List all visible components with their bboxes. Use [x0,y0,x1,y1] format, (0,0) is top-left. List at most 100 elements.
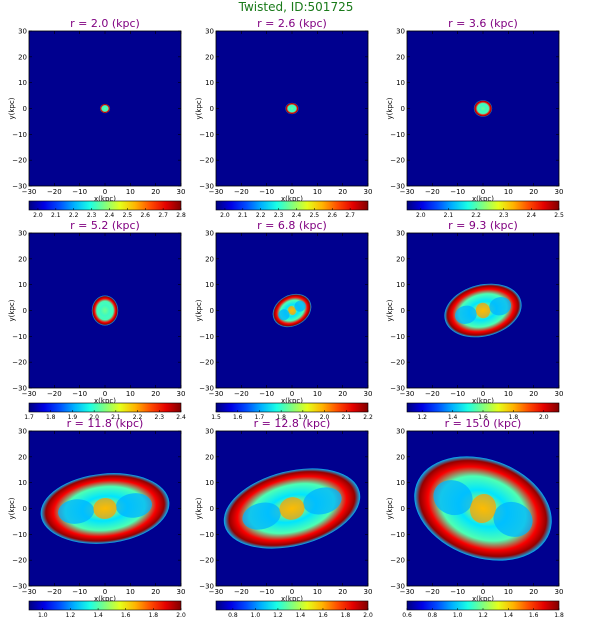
panel-title: r = 6.8 (kpc) [257,219,327,232]
colorbar-tick-label: 2.0 [416,212,426,219]
colorbar-tick-label: 1.6 [529,612,539,618]
colorbar [406,200,560,211]
y-tick-label: 10 [18,281,27,289]
x-axis-label: x(kpc) [94,195,116,203]
x-tick-label: 20 [338,588,347,596]
x-tick-label: 0 [481,390,485,398]
x-tick-label: 0 [103,588,107,596]
y-tick-label: 10 [396,479,405,487]
colorbar [215,402,369,413]
colorbar-tick-label: 2.0 [176,612,186,618]
y-tick-label: −30 [12,385,27,393]
colorbar-tick-label: 2.3 [499,212,509,219]
x-tick-label: 20 [338,390,347,398]
y-tick-label: 20 [396,453,405,461]
x-tick-label: 0 [103,390,107,398]
colorbar-tick-label: 1.8 [341,612,351,618]
x-tick-label: −10 [450,390,465,398]
colorbar-tick-label: 2.2 [256,212,266,219]
panel-title: r = 5.2 (kpc) [70,219,140,232]
colorbar-tick-label: 2.1 [51,212,61,219]
colorbar-tick-label: 2.3 [87,212,97,219]
colorbar-tick-label: 0.8 [428,612,438,618]
panel-title: r = 12.8 (kpc) [254,417,331,430]
disk-map [285,102,299,115]
y-tick-label: 20 [205,53,214,61]
x-axis-label: x(kpc) [94,595,116,603]
y-tick-label: 0 [210,105,214,113]
x-tick-label: 30 [364,588,373,596]
y-tick-label: 20 [205,453,214,461]
y-tick-label: −30 [390,583,405,591]
x-tick-label: 20 [529,188,538,196]
x-tick-label: −30 [209,588,224,596]
colorbar-tick-label: 2.1 [111,414,121,421]
x-tick-label: 30 [177,390,186,398]
y-tick-label: −20 [199,157,214,165]
colorbar-tick-label: 1.6 [478,414,488,421]
y-tick-label: 10 [18,479,27,487]
y-axis-label: y(kpc) [195,299,203,321]
y-tick-label: 0 [210,505,214,513]
colorbar-tick-label: 1.4 [93,612,103,618]
warm-center [469,493,497,524]
cool-region [242,502,281,530]
y-axis-label: y(kpc) [8,497,16,519]
y-tick-label: −10 [12,131,27,139]
y-tick-label: −20 [390,359,405,367]
y-tick-label: 10 [396,281,405,289]
disk-map [99,103,111,114]
colorbar-tick-label: 1.8 [46,414,56,421]
x-tick-label: −10 [72,188,87,196]
x-tick-label: 20 [338,188,347,196]
y-tick-label: −20 [390,157,405,165]
colorbar-tick-label: 2.0 [539,414,549,421]
x-tick-label: 0 [481,188,485,196]
y-tick-label: −10 [12,333,27,341]
x-axis-label: x(kpc) [472,195,494,203]
y-tick-label: 20 [18,53,27,61]
colorbar-tick-label: 2.7 [345,212,355,219]
disk-map [272,293,312,328]
y-tick-label: 10 [205,479,214,487]
y-tick-label: 20 [396,255,405,263]
colorbar [28,600,182,611]
colorbar-tick-label: 2.0 [89,414,99,421]
y-tick-label: −10 [390,333,405,341]
x-tick-label: 30 [555,588,564,596]
y-tick-label: −10 [199,531,214,539]
colorbar-tick-label: 1.2 [66,612,76,618]
x-axis-label: x(kpc) [94,397,116,405]
x-tick-label: 20 [151,390,160,398]
subplot-panel-8: r = 12.8 (kpc) −30 −20 −10 0 10 20 30 −30 −20 −10 0… [195,417,373,618]
colorbar-tick-label: 2.7 [158,212,168,219]
y-axis-label: y(kpc) [195,97,203,119]
x-tick-label: −10 [259,390,274,398]
x-tick-label: 0 [103,188,107,196]
colorbar-tick-label: 2.2 [69,212,79,219]
y-tick-label: 30 [205,428,214,436]
y-tick-label: 0 [23,105,27,113]
colorbar [215,200,369,211]
x-tick-label: 20 [529,390,538,398]
x-tick-label: 10 [126,188,135,196]
x-tick-label: −30 [22,390,37,398]
x-tick-label: −20 [234,188,249,196]
x-tick-label: −20 [425,188,440,196]
colorbar-tick-label: 1.4 [296,612,306,618]
y-tick-label: −20 [12,157,27,165]
y-tick-label: 10 [18,79,27,87]
y-tick-label: −20 [199,557,214,565]
x-tick-label: −10 [72,588,87,596]
figure-title: Twisted, ID:501725 [238,0,354,14]
x-tick-label: −10 [72,390,87,398]
y-tick-label: −10 [199,131,214,139]
colorbar-tick-label: 1.4 [504,612,514,618]
y-tick-label: 30 [18,428,27,436]
x-tick-label: 10 [504,588,513,596]
x-tick-label: 20 [529,588,538,596]
x-axis-label: x(kpc) [472,595,494,603]
colorbar-tick-label: 2.6 [327,212,337,219]
subplot-panel-5: r = 6.8 (kpc) −30 −20 −10 0 10 20 30 −30 −20 −10 0 1… [195,219,373,421]
